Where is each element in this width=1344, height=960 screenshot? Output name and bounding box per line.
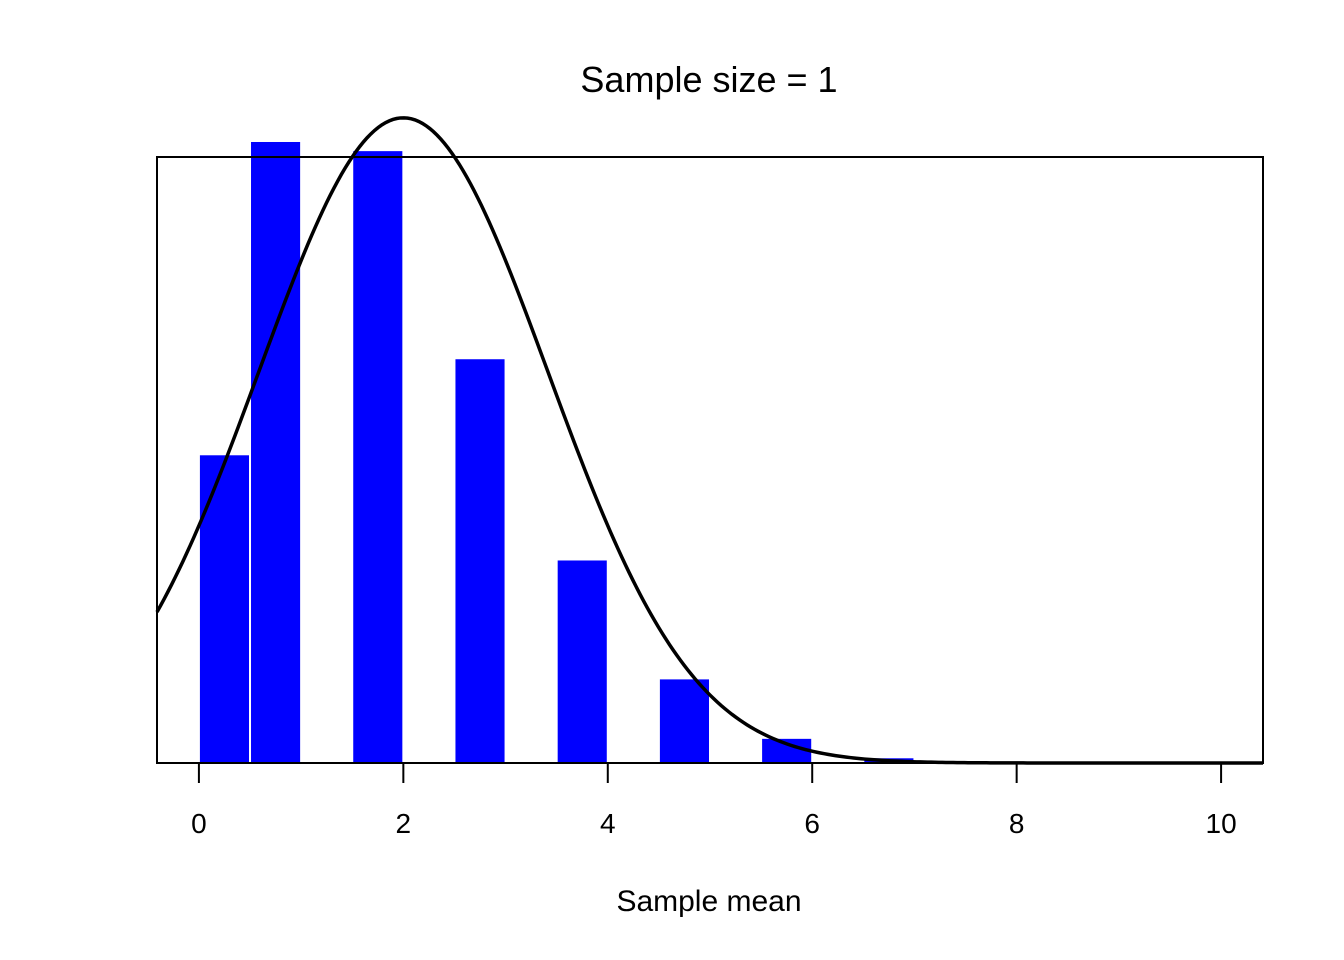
histogram-bar (555, 558, 609, 764)
x-axis: 0 2 4 6 8 10 (191, 763, 1237, 839)
histogram-bar (657, 677, 711, 764)
x-tick-label: 2 (396, 808, 412, 839)
chart-title: Sample size = 1 (580, 59, 837, 100)
x-tick-label: 6 (804, 808, 820, 839)
normal-density-curve (155, 116, 1263, 765)
histogram-bar (197, 453, 252, 764)
histogram-bar (453, 357, 507, 764)
histogram-bar (249, 139, 303, 765)
x-tick-label: 10 (1206, 808, 1237, 839)
bars-group (197, 139, 916, 765)
plot-frame (156, 156, 1264, 764)
x-tick-label: 0 (191, 808, 207, 839)
histogram-bar (351, 149, 405, 764)
x-axis-label: Sample mean (616, 885, 801, 918)
x-tick-label: 8 (1009, 808, 1025, 839)
x-tick-label: 4 (600, 808, 616, 839)
